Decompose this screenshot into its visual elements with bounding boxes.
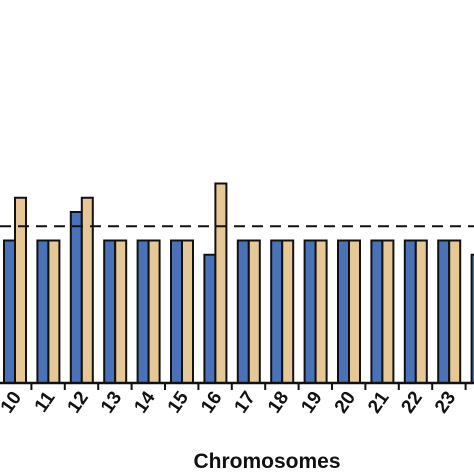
bar-14-series-1 <box>136 239 150 384</box>
bar-12-series-1 <box>69 211 83 384</box>
x-tick-label-2: 2 <box>470 388 474 409</box>
ticks-layer <box>30 383 467 390</box>
bar-13-series-1 <box>103 239 117 384</box>
x-tick-label-21: 21 <box>364 387 394 417</box>
bar-23-series-1 <box>437 239 451 384</box>
x-tick-label-19: 19 <box>297 388 326 417</box>
bar-22-series-2 <box>414 239 428 384</box>
x-tick-label-23: 23 <box>431 388 460 417</box>
x-tick-label-17: 17 <box>231 388 260 417</box>
bar-17-series-1 <box>236 239 250 384</box>
x-tick-label-16: 16 <box>197 388 226 417</box>
bar-2-series-1 <box>470 253 474 384</box>
bar-20-series-1 <box>337 239 350 384</box>
bar-21-series-2 <box>381 239 395 384</box>
bar-15-series-1 <box>170 239 183 384</box>
bars-layer <box>3 182 474 384</box>
x-tick-label-22: 22 <box>398 388 427 417</box>
x-axis-title: Chromosomes <box>193 450 340 473</box>
x-tick-label-13: 13 <box>97 388 126 417</box>
bar-14-series-2 <box>147 239 161 384</box>
bar-15-series-2 <box>181 239 194 384</box>
bar-11-series-2 <box>47 239 61 384</box>
x-tick-label-20: 20 <box>331 388 360 417</box>
bar-10-series-1 <box>3 239 16 384</box>
bar-18-series-1 <box>270 239 284 384</box>
bar-20-series-2 <box>348 239 361 384</box>
bar-22-series-1 <box>403 239 417 384</box>
bar-18-series-2 <box>281 239 295 384</box>
tick-labels: 10 11 12 13 14 15 16 17 18 19 20 21 22 23 2 <box>0 387 474 417</box>
x-tick-label-15: 15 <box>164 387 194 417</box>
x-tick-label-10: 10 <box>0 388 26 417</box>
x-tick-label-12: 12 <box>64 388 93 417</box>
bar-19-series-2 <box>314 239 328 384</box>
bar-17-series-2 <box>247 239 261 384</box>
x-tick-label-14: 14 <box>130 387 160 417</box>
bar-23-series-2 <box>448 239 462 384</box>
bar-16-series-1 <box>203 253 217 384</box>
bar-13-series-2 <box>114 239 128 384</box>
bar-16-series-2 <box>214 182 228 384</box>
bar-21-series-1 <box>370 239 384 384</box>
bar-19-series-1 <box>303 239 317 384</box>
bar-11-series-1 <box>36 239 50 384</box>
x-tick-label-11: 11 <box>31 387 60 416</box>
x-tick-label-18: 18 <box>264 388 293 417</box>
